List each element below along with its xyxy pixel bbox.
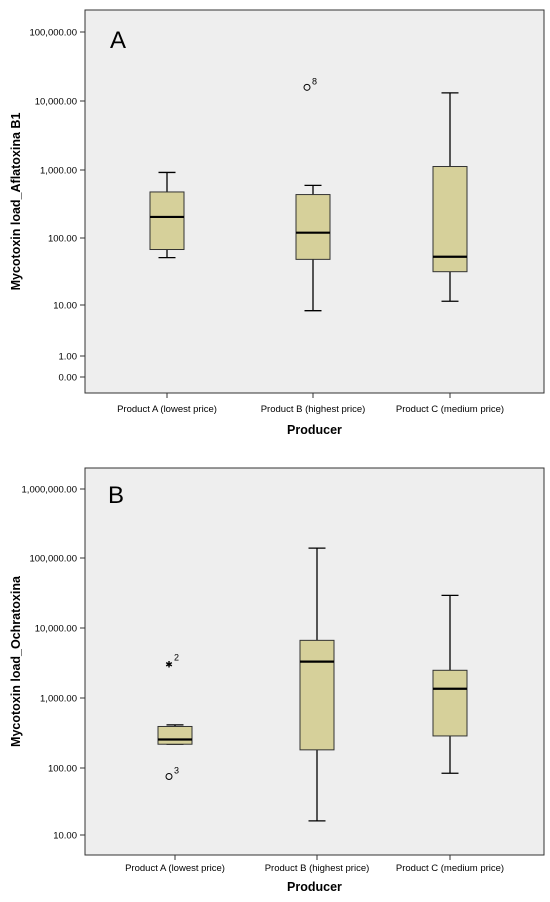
y-tick-label: 0.00 bbox=[59, 373, 78, 384]
outlier-circle bbox=[303, 83, 311, 91]
panel-label: B bbox=[108, 482, 124, 509]
y-tick-label: 1,000,000.00 bbox=[22, 485, 77, 496]
box-1: ✱2 3 bbox=[157, 653, 193, 781]
x-tick-label: Product C (medium price) bbox=[396, 404, 504, 415]
iqr-box bbox=[432, 166, 468, 273]
x-axis-title: Producer bbox=[287, 423, 342, 437]
y-tick-label: 10,000.00 bbox=[35, 97, 77, 108]
outlier-star: ✱ bbox=[165, 661, 173, 671]
x-tick-label: Product A (lowest price) bbox=[117, 404, 217, 415]
panel-a: A 0.00 1.00 10.00 100.00 1,000.00 10,000.00 100… bbox=[9, 9, 545, 437]
x-tick-label: Product B (highest price) bbox=[261, 404, 366, 415]
x-tick-label: Product A (lowest price) bbox=[125, 863, 225, 874]
y-tick-label: 1,000.00 bbox=[40, 166, 77, 177]
y-tick-label: 100.00 bbox=[48, 234, 77, 245]
y-axis-title: Mycotoxin load_Aflatoxina B1 bbox=[9, 113, 23, 291]
y-tick-label: 1,000.00 bbox=[40, 694, 77, 705]
iqr-box bbox=[149, 191, 185, 251]
x-axis-title: Producer bbox=[287, 880, 342, 894]
outlier-circle bbox=[165, 773, 173, 781]
panel-b: B 10.00 100.00 1,000.00 10,000.00 100,000.00 1… bbox=[9, 467, 545, 894]
x-tick-label: Product C (medium price) bbox=[396, 863, 504, 874]
y-tick-label: 100,000.00 bbox=[29, 554, 77, 565]
iqr-box bbox=[432, 669, 468, 737]
iqr-box bbox=[299, 639, 335, 751]
box-3 bbox=[432, 92, 468, 302]
box-1 bbox=[149, 171, 185, 259]
y-tick-label: 10.00 bbox=[53, 301, 77, 312]
outlier-label: 8 bbox=[312, 76, 317, 86]
y-tick-label: 100,000.00 bbox=[29, 28, 77, 39]
y-tick-label: 10,000.00 bbox=[35, 624, 77, 635]
iqr-box bbox=[157, 725, 193, 745]
y-tick-label: 1.00 bbox=[59, 352, 78, 363]
panel-label: A bbox=[110, 27, 126, 54]
y-tick-label: 10.00 bbox=[53, 831, 77, 842]
box-3 bbox=[432, 594, 468, 774]
box-2 bbox=[299, 547, 335, 822]
iqr-box bbox=[295, 194, 331, 260]
box-2: 8 bbox=[295, 76, 331, 312]
outlier-label: 2 bbox=[174, 653, 179, 663]
x-tick-label: Product B (highest price) bbox=[265, 863, 370, 874]
y-tick-label: 100.00 bbox=[48, 764, 77, 775]
y-axis-title: Mycotoxin load_Ochratoxina bbox=[9, 575, 23, 747]
outlier-label: 3 bbox=[174, 766, 179, 776]
